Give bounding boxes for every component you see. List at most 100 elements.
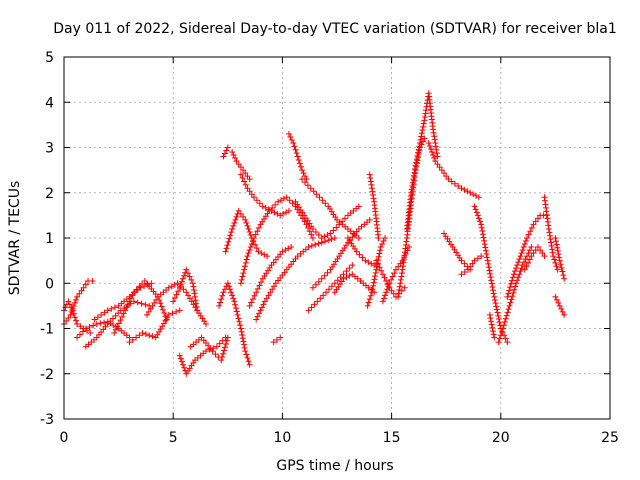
y-tick-label: 3 bbox=[45, 141, 54, 157]
series-trace2 bbox=[61, 277, 96, 327]
data-point bbox=[527, 228, 534, 235]
data-point bbox=[202, 320, 209, 327]
y-tick-label: 2 bbox=[45, 186, 54, 202]
data-point bbox=[294, 153, 301, 160]
data-point bbox=[507, 284, 514, 291]
data-point bbox=[526, 256, 533, 263]
data-point bbox=[71, 314, 78, 321]
data-point bbox=[129, 292, 136, 299]
data-point bbox=[245, 250, 252, 257]
data-point bbox=[368, 185, 375, 192]
data-point bbox=[373, 266, 380, 273]
data-point bbox=[240, 213, 247, 220]
data-point bbox=[467, 189, 474, 196]
data-point bbox=[313, 191, 320, 198]
data-point bbox=[237, 280, 244, 287]
data-point bbox=[125, 301, 132, 308]
data-point bbox=[331, 235, 338, 241]
data-point bbox=[168, 283, 175, 290]
data-point bbox=[506, 302, 513, 309]
data-point bbox=[277, 197, 284, 204]
data-point bbox=[236, 318, 243, 325]
data-point bbox=[516, 256, 523, 263]
data-point bbox=[296, 160, 303, 167]
data-point bbox=[244, 253, 251, 260]
data-point bbox=[395, 290, 402, 297]
data-point bbox=[414, 152, 421, 159]
data-point bbox=[549, 249, 556, 256]
data-point bbox=[368, 260, 375, 267]
series-trace6 bbox=[111, 277, 170, 337]
data-point bbox=[377, 244, 384, 251]
data-point bbox=[237, 164, 244, 171]
data-point bbox=[518, 265, 525, 272]
data-point bbox=[432, 143, 439, 150]
data-point bbox=[472, 206, 479, 213]
data-point bbox=[246, 176, 253, 183]
data-point bbox=[173, 291, 180, 298]
data-point bbox=[257, 307, 264, 314]
data-point bbox=[521, 259, 528, 266]
data-point bbox=[171, 294, 178, 301]
series-trace12 bbox=[216, 280, 253, 368]
data-point bbox=[333, 224, 340, 231]
data-point bbox=[228, 289, 235, 296]
data-point bbox=[451, 180, 458, 187]
data-point bbox=[312, 281, 319, 288]
data-point bbox=[241, 344, 248, 351]
data-point bbox=[130, 289, 137, 296]
data-point bbox=[382, 235, 389, 241]
data-point bbox=[509, 274, 516, 281]
data-point bbox=[534, 244, 541, 251]
data-point bbox=[493, 306, 500, 313]
data-point bbox=[496, 335, 503, 342]
data-point bbox=[388, 276, 395, 283]
data-point bbox=[74, 334, 81, 341]
data-point bbox=[401, 284, 408, 291]
data-point bbox=[513, 280, 520, 287]
data-point bbox=[367, 175, 374, 182]
data-point bbox=[301, 179, 308, 186]
data-point bbox=[109, 315, 116, 322]
data-point bbox=[432, 139, 439, 146]
data-point bbox=[225, 238, 232, 245]
data-point bbox=[151, 299, 158, 306]
data-point bbox=[509, 277, 516, 284]
data-point bbox=[216, 340, 223, 347]
data-point bbox=[241, 263, 248, 270]
data-point bbox=[482, 247, 489, 254]
series-trace40 bbox=[552, 235, 568, 282]
data-point bbox=[507, 299, 514, 306]
data-point bbox=[398, 270, 405, 277]
data-point bbox=[418, 133, 425, 140]
data-point bbox=[558, 305, 565, 312]
data-point bbox=[145, 308, 152, 315]
data-point bbox=[537, 247, 544, 254]
data-point bbox=[309, 235, 316, 241]
data-point bbox=[189, 280, 196, 287]
data-point bbox=[480, 234, 487, 241]
data-point bbox=[511, 268, 518, 275]
data-point bbox=[308, 231, 315, 238]
data-point bbox=[315, 231, 322, 238]
data-point bbox=[489, 324, 496, 331]
data-point bbox=[73, 317, 80, 324]
series-trace5 bbox=[91, 280, 155, 323]
data-point bbox=[553, 296, 560, 303]
x-axis-label: GPS time / hours bbox=[276, 458, 393, 474]
series-trace14 bbox=[220, 144, 253, 183]
data-point bbox=[149, 302, 156, 309]
data-point bbox=[240, 338, 247, 345]
data-point bbox=[554, 244, 561, 251]
data-point bbox=[479, 231, 486, 238]
data-point bbox=[510, 289, 517, 296]
data-point bbox=[478, 253, 485, 260]
data-point bbox=[374, 261, 381, 268]
data-point bbox=[289, 200, 296, 207]
data-point bbox=[237, 322, 244, 329]
data-point bbox=[366, 296, 373, 303]
data-point bbox=[416, 143, 423, 150]
data-point bbox=[375, 235, 382, 241]
data-point bbox=[242, 216, 249, 223]
data-point bbox=[186, 273, 193, 280]
